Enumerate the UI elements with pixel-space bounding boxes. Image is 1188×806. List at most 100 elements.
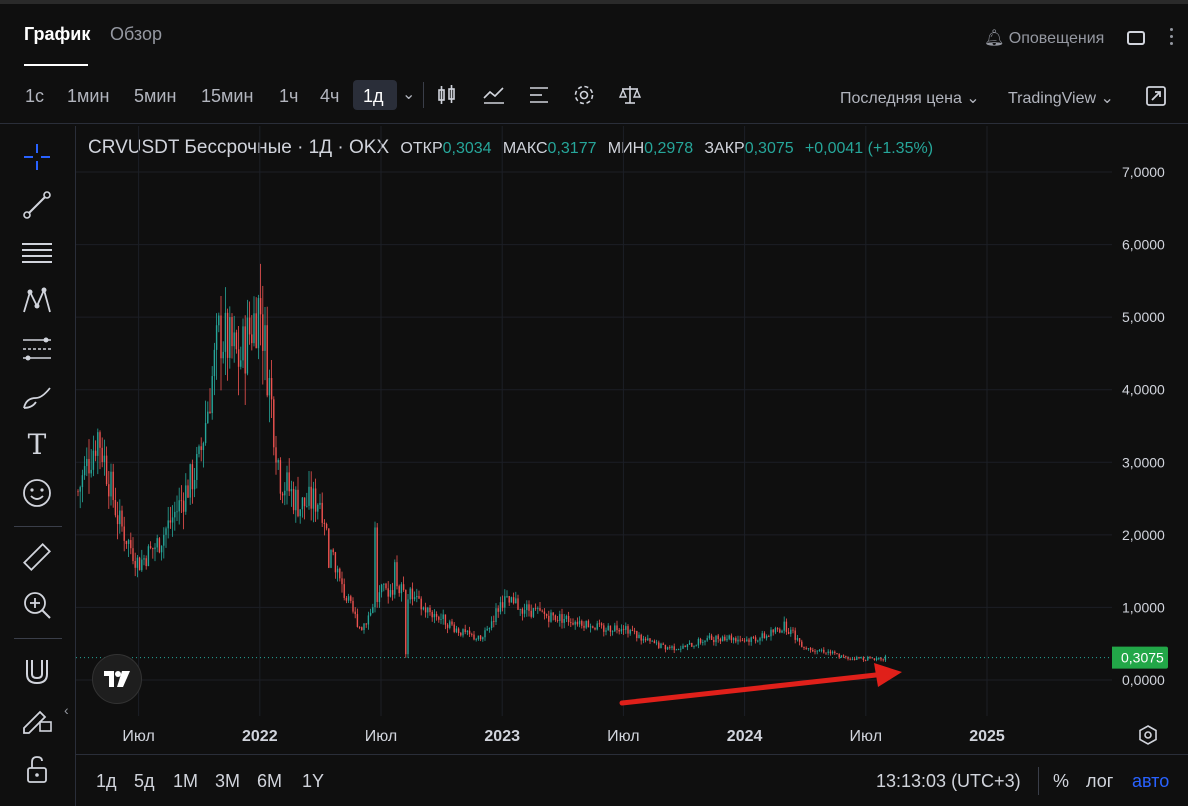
horizontal-lines-icon[interactable]	[20, 236, 54, 270]
timeframe-5min[interactable]: 5мин	[134, 86, 177, 106]
range-3m[interactable]: 3М	[215, 771, 241, 791]
auto-toggle[interactable]: авто	[1132, 771, 1170, 791]
candle	[427, 606, 429, 619]
text-icon[interactable]: T	[27, 428, 47, 461]
unlock-icon[interactable]	[20, 752, 54, 786]
candle	[600, 622, 603, 629]
candle	[482, 636, 484, 642]
range-6m[interactable]: 6М	[257, 771, 283, 791]
indicators-icon[interactable]	[482, 84, 506, 106]
candle	[440, 613, 442, 625]
tab-overview[interactable]: Обзор	[110, 24, 162, 44]
crosshair-icon[interactable]	[20, 140, 54, 174]
timeframe-1d[interactable]: 1д	[363, 86, 384, 106]
candle	[677, 648, 680, 651]
range-1d[interactable]: 1д	[96, 771, 117, 791]
tradingview-logo[interactable]	[92, 654, 142, 704]
candle	[108, 471, 110, 509]
magnet-icon[interactable]	[20, 654, 54, 688]
candle	[114, 487, 117, 518]
brush-icon[interactable]	[20, 380, 54, 414]
candle	[312, 481, 315, 523]
candle	[706, 635, 708, 642]
candle	[79, 485, 81, 509]
candle	[616, 620, 618, 634]
candles-icon[interactable]	[436, 84, 458, 106]
candle	[581, 619, 583, 629]
candle	[611, 630, 614, 636]
timeframe-dropdown-icon[interactable]: ⌄	[402, 86, 416, 103]
range-1y[interactable]: 1Y	[302, 771, 325, 791]
time-axis[interactable]: Июл 2022 Июл 2023 Июл 2024 Июл 2025	[76, 716, 1188, 754]
candle	[268, 369, 271, 423]
source-select[interactable]: TradingView ⌄	[1008, 88, 1114, 108]
clock[interactable]: 13:13:03 (UTC+3)	[876, 771, 1021, 791]
candle	[475, 637, 477, 642]
candle	[198, 444, 200, 458]
candle	[438, 615, 440, 623]
candle	[301, 496, 304, 518]
timeframe-15min[interactable]: 15мин	[201, 86, 254, 106]
candle	[748, 637, 750, 646]
candle	[541, 609, 543, 613]
candle	[152, 547, 154, 559]
candle	[431, 610, 433, 622]
candle	[237, 326, 240, 396]
lock-drawing-icon[interactable]	[20, 702, 54, 736]
timeframe-4h[interactable]: 4ч	[320, 86, 340, 106]
price-tick-label: 4,0000	[1122, 382, 1165, 398]
zoom-in-icon[interactable]	[20, 588, 54, 622]
candle	[310, 471, 312, 521]
window-icon[interactable]	[1127, 31, 1145, 45]
candle	[838, 653, 840, 659]
trendline-icon[interactable]	[20, 188, 54, 222]
timeframe-1h[interactable]: 1ч	[279, 86, 299, 106]
candle	[299, 509, 301, 524]
pattern-icon[interactable]	[20, 284, 54, 318]
candle	[290, 480, 293, 507]
candle	[649, 638, 651, 644]
ruler-icon[interactable]	[20, 540, 54, 574]
timeframe-1s[interactable]: 1с	[25, 86, 45, 106]
timeframe-1min[interactable]: 1мин	[67, 86, 110, 106]
alerts-button[interactable]: 🔔︎ Оповещения	[984, 28, 1104, 48]
price-tick-label: 0,0000	[1122, 672, 1165, 688]
fullscreen-icon[interactable]	[1145, 85, 1167, 107]
collapse-toolbar-icon[interactable]: ‹	[64, 702, 69, 718]
candle	[462, 628, 464, 638]
range-1m[interactable]: 1М	[173, 771, 199, 791]
more-menu-icon[interactable]	[1170, 28, 1174, 49]
range-5d[interactable]: 5д	[134, 771, 155, 791]
price-axis[interactable]: 7,0000 6,0000 5,0000 4,0000 3,0000 2,0000 1,00…	[1112, 126, 1188, 716]
candle	[653, 639, 656, 644]
candle	[90, 449, 92, 478]
candle	[174, 501, 176, 531]
candle	[820, 648, 823, 653]
emoji-icon[interactable]	[20, 476, 54, 510]
candle	[675, 648, 678, 651]
candle	[275, 435, 277, 475]
candle	[222, 341, 224, 364]
candle	[77, 489, 79, 497]
fib-icon[interactable]	[20, 332, 54, 366]
percent-toggle[interactable]: %	[1053, 771, 1070, 791]
candle	[112, 463, 114, 508]
candle	[429, 605, 431, 616]
compare-scale-icon[interactable]	[618, 83, 642, 107]
log-toggle[interactable]: лог	[1086, 771, 1114, 791]
price-tick-label: 5,0000	[1122, 309, 1165, 325]
candle	[688, 640, 691, 645]
arrow-annotation[interactable]	[619, 663, 902, 706]
axis-settings-icon[interactable]	[1139, 725, 1157, 745]
candle	[134, 552, 136, 577]
candle	[196, 446, 198, 489]
candle	[365, 623, 367, 628]
price-type-select[interactable]: Последняя цена ⌄	[840, 88, 980, 108]
templates-icon[interactable]	[528, 84, 550, 106]
tab-chart[interactable]: График	[24, 24, 91, 44]
candle	[739, 635, 741, 643]
candle	[583, 621, 585, 632]
settings-icon[interactable]	[572, 83, 596, 107]
price-chart[interactable]	[76, 126, 1112, 716]
symbol-title[interactable]: CRVUSDT Бессрочные · 1Д · OKX	[88, 137, 390, 158]
